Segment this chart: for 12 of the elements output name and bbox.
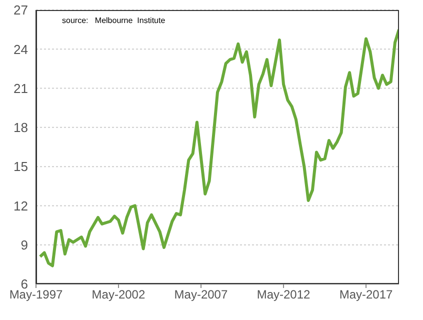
y-tick-label: 21	[14, 80, 28, 96]
y-tick-label: 24	[14, 42, 28, 57]
x-tick-label: May-2007	[174, 288, 228, 302]
x-tick-label: May-2017	[339, 288, 394, 302]
y-tick-label: 15	[14, 159, 28, 174]
x-tick-label: May-2012	[256, 288, 311, 302]
y-tick-label: 12	[14, 198, 28, 214]
y-tick-label: 9	[20, 237, 28, 252]
y-tick-label: 18	[14, 120, 28, 136]
y-tick-label: 27	[14, 2, 28, 18]
x-tick-label: May-2002	[92, 288, 146, 302]
annotation: source: Melbourne Institute	[62, 16, 166, 25]
